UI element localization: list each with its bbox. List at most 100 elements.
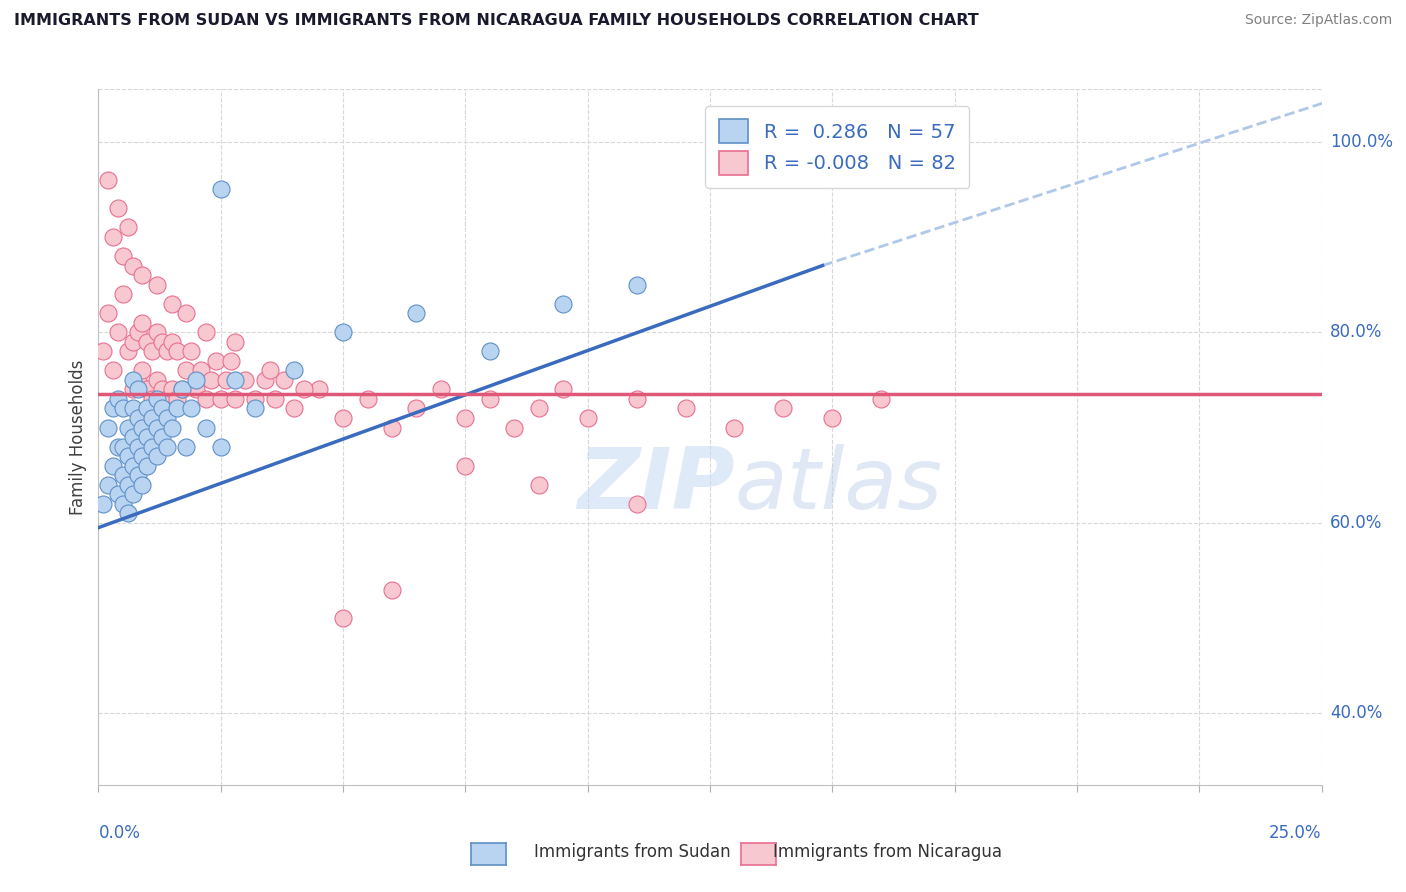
Point bbox=[117, 477, 139, 491]
Point bbox=[675, 401, 697, 416]
Point bbox=[180, 344, 202, 359]
Point bbox=[156, 392, 179, 406]
Point bbox=[870, 392, 893, 406]
Point bbox=[176, 440, 198, 454]
Point bbox=[176, 306, 198, 320]
Y-axis label: Family Households: Family Households bbox=[69, 359, 87, 515]
Point bbox=[195, 392, 218, 406]
Point bbox=[131, 363, 153, 377]
Point bbox=[97, 173, 120, 187]
Point bbox=[200, 373, 222, 387]
Point bbox=[190, 363, 212, 377]
Text: atlas: atlas bbox=[734, 444, 942, 527]
Point bbox=[224, 392, 246, 406]
Point bbox=[146, 277, 169, 292]
Point bbox=[121, 487, 143, 501]
Point bbox=[553, 296, 575, 310]
Point bbox=[205, 354, 228, 368]
Point bbox=[127, 420, 149, 434]
Point bbox=[209, 182, 232, 196]
Point bbox=[283, 401, 305, 416]
Point bbox=[141, 411, 163, 425]
Point bbox=[233, 373, 256, 387]
Point bbox=[253, 373, 276, 387]
Point bbox=[292, 383, 315, 397]
Point bbox=[332, 611, 354, 625]
Point bbox=[117, 506, 139, 520]
Point bbox=[121, 259, 143, 273]
Point bbox=[170, 383, 193, 397]
Point bbox=[141, 344, 163, 359]
Point bbox=[308, 383, 330, 397]
Point bbox=[107, 440, 129, 454]
Point bbox=[176, 363, 198, 377]
Point bbox=[259, 363, 281, 377]
Point bbox=[117, 449, 139, 463]
Point bbox=[127, 468, 149, 483]
Point bbox=[356, 392, 378, 406]
Point bbox=[166, 401, 188, 416]
Point bbox=[127, 411, 149, 425]
Point bbox=[626, 497, 648, 511]
Point bbox=[136, 401, 159, 416]
Text: IMMIGRANTS FROM SUDAN VS IMMIGRANTS FROM NICARAGUA FAMILY HOUSEHOLDS CORRELATION: IMMIGRANTS FROM SUDAN VS IMMIGRANTS FROM… bbox=[14, 13, 979, 29]
Point bbox=[150, 430, 173, 444]
Point bbox=[283, 363, 305, 377]
Point bbox=[160, 383, 183, 397]
Point bbox=[723, 420, 745, 434]
Point bbox=[170, 383, 193, 397]
Point bbox=[527, 401, 550, 416]
Text: 60.0%: 60.0% bbox=[1330, 514, 1382, 532]
Text: ZIP: ZIP bbox=[576, 444, 734, 527]
Point bbox=[127, 325, 149, 339]
Point bbox=[186, 383, 208, 397]
Point bbox=[131, 268, 153, 282]
Point bbox=[166, 392, 188, 406]
Point bbox=[101, 458, 124, 473]
Point bbox=[146, 373, 169, 387]
Point bbox=[107, 487, 129, 501]
Text: 25.0%: 25.0% bbox=[1270, 824, 1322, 842]
Text: Source: ZipAtlas.com: Source: ZipAtlas.com bbox=[1244, 13, 1392, 28]
Point bbox=[576, 411, 599, 425]
Point bbox=[117, 220, 139, 235]
Point bbox=[166, 344, 188, 359]
Text: Immigrants from Nicaragua: Immigrants from Nicaragua bbox=[773, 843, 1002, 861]
Point bbox=[101, 401, 124, 416]
Point bbox=[111, 468, 134, 483]
Point bbox=[209, 440, 232, 454]
Point bbox=[219, 354, 242, 368]
Point bbox=[180, 401, 202, 416]
Point bbox=[224, 373, 246, 387]
Point bbox=[332, 325, 354, 339]
Point bbox=[224, 334, 246, 349]
Text: 40.0%: 40.0% bbox=[1330, 705, 1382, 723]
Point bbox=[107, 202, 129, 216]
Point bbox=[553, 383, 575, 397]
Point bbox=[101, 230, 124, 244]
Point bbox=[141, 392, 163, 406]
Point bbox=[111, 249, 134, 263]
Point bbox=[454, 458, 477, 473]
Point bbox=[131, 477, 153, 491]
Point bbox=[91, 344, 114, 359]
Point bbox=[111, 287, 134, 301]
Point bbox=[121, 383, 143, 397]
Point bbox=[107, 392, 129, 406]
Point bbox=[150, 383, 173, 397]
Point bbox=[626, 277, 648, 292]
Point bbox=[131, 420, 153, 434]
Point bbox=[146, 392, 169, 406]
Point bbox=[195, 420, 218, 434]
Point bbox=[146, 325, 169, 339]
Point bbox=[107, 325, 129, 339]
Point bbox=[127, 373, 149, 387]
Point bbox=[117, 420, 139, 434]
Point bbox=[772, 401, 794, 416]
Point bbox=[97, 306, 120, 320]
Point bbox=[381, 582, 404, 597]
Text: 100.0%: 100.0% bbox=[1330, 133, 1393, 151]
Point bbox=[186, 373, 208, 387]
Point bbox=[273, 373, 295, 387]
Point bbox=[97, 477, 120, 491]
